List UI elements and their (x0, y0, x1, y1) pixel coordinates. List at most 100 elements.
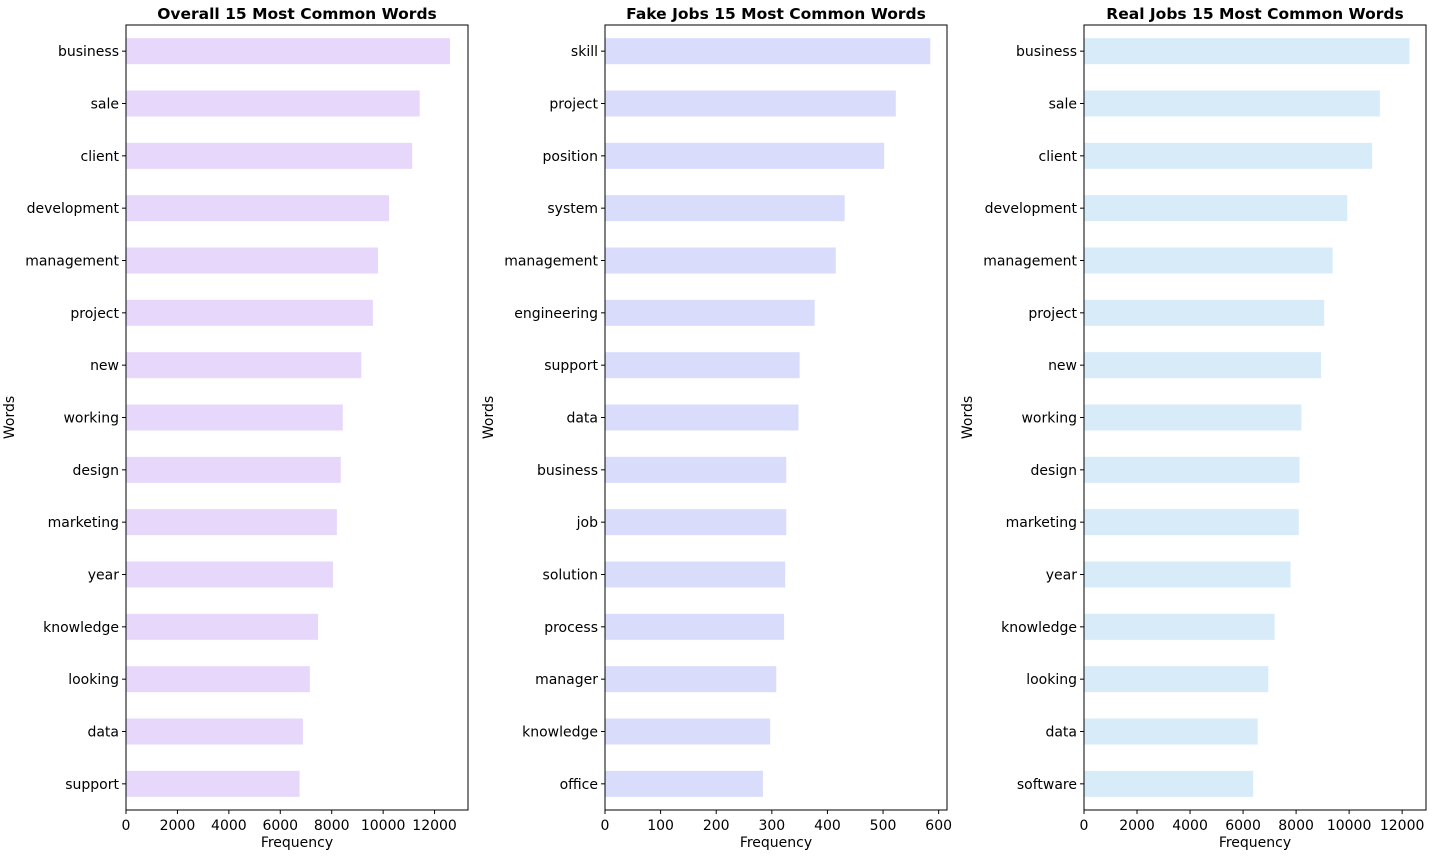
bar-new (1084, 352, 1322, 379)
bar-sale (126, 90, 420, 117)
bar-software (1084, 770, 1254, 797)
x-tick-label: 12000 (412, 818, 457, 834)
y-tick-label: position (543, 149, 598, 165)
bar-client (1084, 142, 1373, 169)
bar-management (126, 247, 378, 274)
x-tick-label: 4000 (211, 818, 247, 834)
bar-support (605, 352, 800, 379)
y-tick-label: client (1039, 149, 1078, 165)
y-tick-label: marketing (1006, 515, 1077, 531)
bar-marketing (126, 509, 337, 536)
plot-frame (125, 24, 469, 811)
y-tick-label: skill (571, 44, 598, 60)
x-tick-label: 8000 (1278, 818, 1314, 834)
bar-system (605, 195, 845, 222)
bar-data (605, 404, 799, 431)
x-tick-label: 0 (122, 818, 131, 834)
bar-position (605, 142, 885, 169)
y-tick-label: working (1021, 411, 1077, 427)
chart-title: Fake Jobs 15 Most Common Words (626, 5, 926, 23)
y-tick-label: client (81, 149, 120, 165)
y-tick-label: manager (535, 672, 598, 688)
x-tick-label: 6000 (262, 818, 298, 834)
x-tick-label: 100 (647, 818, 674, 834)
bar-design (1084, 456, 1300, 483)
y-tick-label: sale (1049, 97, 1077, 113)
y-tick-label: knowledge (1001, 620, 1077, 636)
y-tick-label: data (566, 411, 598, 427)
chart-title: Real Jobs 15 Most Common Words (1106, 5, 1403, 23)
bar-project (605, 90, 896, 117)
x-tick-label: 600 (925, 818, 952, 834)
x-tick-label: 10000 (361, 818, 406, 834)
y-axis-label: Words (2, 396, 18, 439)
y-tick-label: data (87, 725, 119, 741)
bar-skill (605, 38, 931, 65)
bar-solution (605, 561, 786, 588)
bar-knowledge (1084, 613, 1275, 640)
bar-design (126, 456, 341, 483)
bar-project (1084, 299, 1325, 326)
x-tick-label: 200 (703, 818, 730, 834)
bar-business (1084, 38, 1410, 65)
bar-job (605, 509, 787, 536)
bar-manager (605, 666, 777, 693)
bar-sale (1084, 90, 1380, 117)
y-tick-label: new (1048, 358, 1077, 374)
bar-project (126, 299, 373, 326)
y-tick-label: support (65, 777, 119, 793)
bar-marketing (1084, 509, 1299, 536)
y-tick-label: design (1031, 463, 1077, 479)
x-axis-label: Frequency (261, 835, 333, 851)
x-tick-label: 500 (870, 818, 897, 834)
y-axis-label: Words (481, 396, 497, 439)
y-tick-label: sale (91, 97, 119, 113)
bar-year (126, 561, 333, 588)
x-tick-label: 300 (758, 818, 785, 834)
plot-frame (1083, 24, 1427, 811)
y-tick-label: working (63, 411, 119, 427)
bar-business (605, 456, 787, 483)
bar-business (126, 38, 450, 65)
bar-knowledge (605, 718, 771, 745)
y-tick-label: management (983, 254, 1077, 270)
bar-management (1084, 247, 1333, 274)
bar-office (605, 770, 763, 797)
y-axis-label: Words (960, 396, 976, 439)
y-tick-label: design (73, 463, 119, 479)
x-tick-label: 0 (1080, 818, 1089, 834)
x-tick-label: 400 (814, 818, 841, 834)
bar-development (126, 195, 390, 222)
y-tick-label: management (25, 254, 119, 270)
y-tick-label: business (58, 44, 119, 60)
y-tick-label: business (1016, 44, 1077, 60)
y-tick-label: solution (543, 568, 598, 584)
y-tick-label: process (544, 620, 598, 636)
y-tick-label: engineering (514, 306, 598, 322)
y-tick-label: project (549, 97, 598, 113)
x-tick-label: 12000 (1380, 818, 1425, 834)
bar-support (126, 770, 300, 797)
bar-looking (1084, 666, 1269, 693)
bar-development (1084, 195, 1348, 222)
y-tick-label: system (547, 201, 598, 217)
bar-knowledge (126, 613, 319, 640)
plot-frame (604, 24, 948, 811)
bar-working (126, 404, 343, 431)
bar-new (126, 352, 362, 379)
chart-panel-1: business sale client development management p… (2, 5, 469, 851)
x-tick-label: 4000 (1172, 818, 1208, 834)
y-tick-label: development (27, 201, 120, 217)
y-tick-label: knowledge (522, 725, 598, 741)
bar-management (605, 247, 836, 274)
y-tick-label: data (1045, 725, 1077, 741)
y-tick-label: business (537, 463, 598, 479)
y-tick-label: software (1017, 777, 1077, 793)
bar-working (1084, 404, 1302, 431)
x-axis-label: Frequency (740, 835, 812, 851)
y-tick-label: year (88, 568, 119, 584)
x-axis-label: Frequency (1219, 835, 1291, 851)
y-tick-label: looking (68, 672, 119, 688)
x-tick-label: 0 (601, 818, 610, 834)
